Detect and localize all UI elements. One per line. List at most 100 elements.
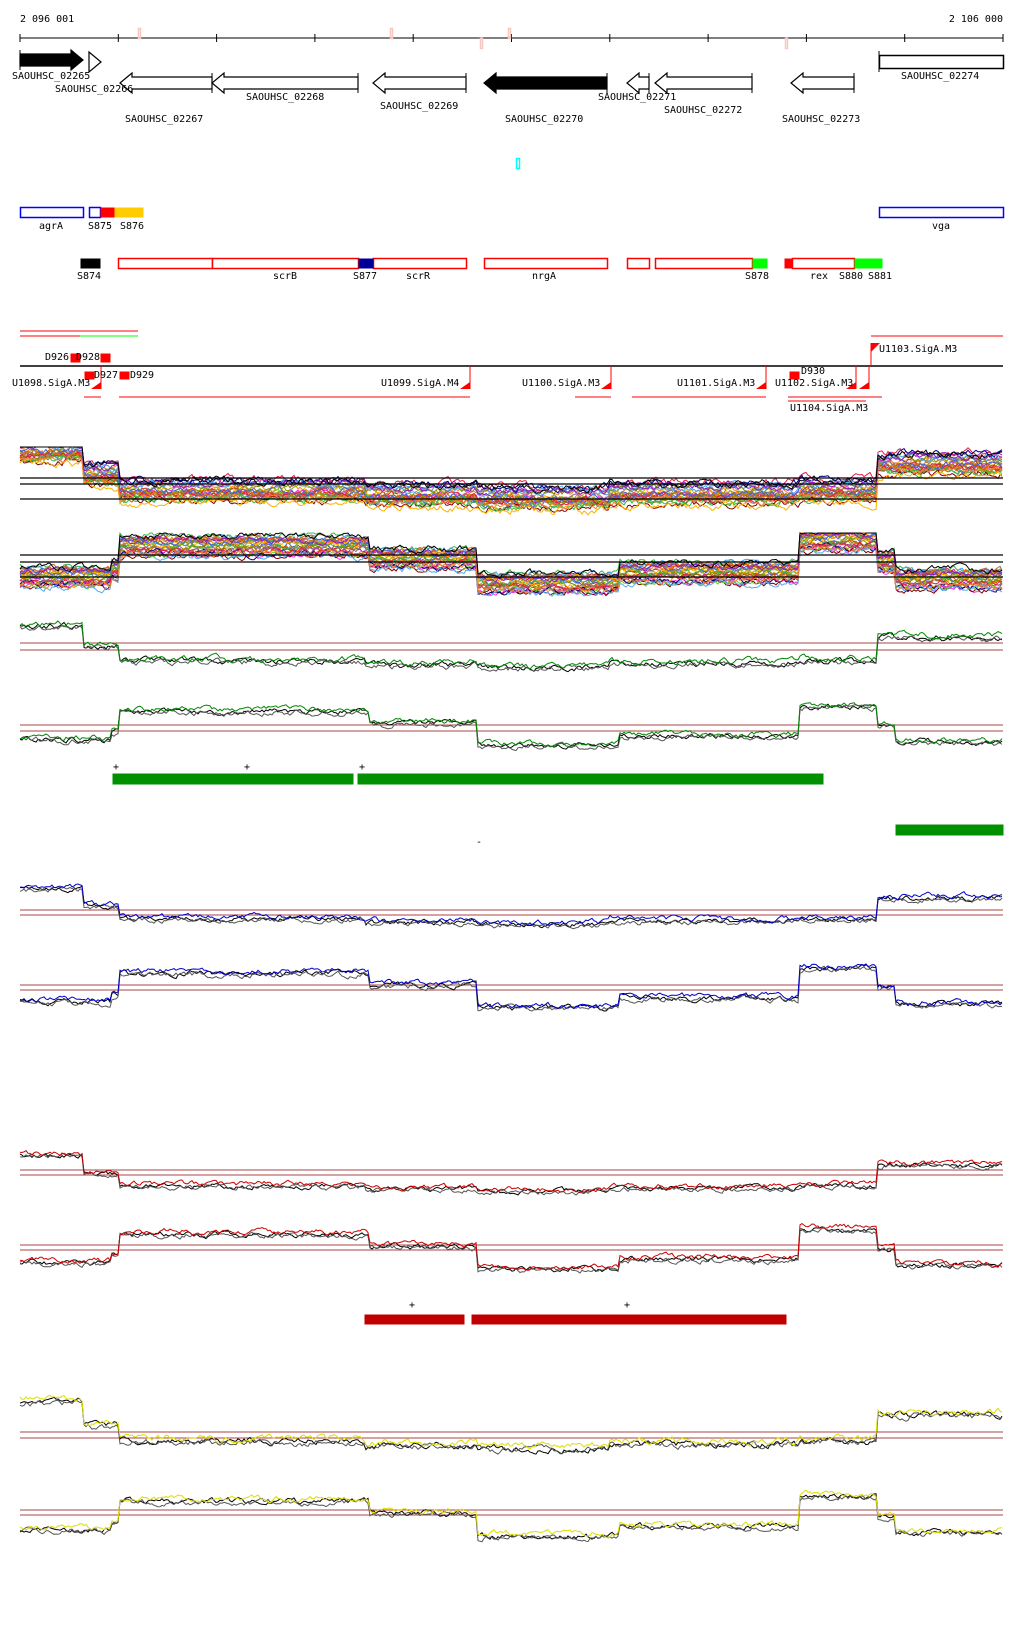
blue-track-top-color-line: [19, 883, 1003, 926]
segment-D928[interactable]: [100, 353, 111, 363]
yellow-track-top-gray-line: [19, 1399, 1003, 1455]
green-track-bottom-color-line: [19, 702, 1003, 748]
segment-D929[interactable]: [119, 371, 130, 380]
gene-saouhsc-02270[interactable]: [483, 71, 608, 95]
feature-S878[interactable]: [752, 258, 768, 269]
feature-label: S876: [120, 221, 145, 232]
promoter-arrow[interactable]: [846, 382, 856, 389]
feature-red-box[interactable]: [211, 257, 360, 270]
gene-saouhsc-02268[interactable]: [211, 71, 359, 95]
plus-strand-mark: +: [624, 1300, 631, 1311]
ruler-start-label: 2 096 001: [20, 14, 75, 25]
feature-label: S880: [839, 271, 864, 282]
yellow-track-bottom-black-line: [19, 1493, 1003, 1540]
feature-vga[interactable]: [878, 206, 1005, 219]
segment-D926[interactable]: [70, 353, 81, 363]
feature-S875[interactable]: [100, 207, 115, 218]
feature-red-box[interactable]: [654, 257, 754, 270]
red-track-bottom-black-line: [19, 1226, 1003, 1273]
gene-label: SAOUHSC_02271: [598, 92, 677, 103]
segment-D930[interactable]: [789, 371, 800, 380]
feature-red-box[interactable]: [483, 257, 609, 270]
gene-saouhsc-02269[interactable]: [372, 71, 467, 95]
promoter-label: U1101.SigA.M3: [677, 378, 756, 389]
ruler-marker: [784, 37, 789, 50]
gene-label: SAOUHSC_02274: [901, 71, 980, 82]
segment-label: D926: [45, 352, 70, 363]
feature-red-box[interactable]: [372, 257, 468, 270]
gene-saouhsc-02266[interactable]: [88, 50, 102, 74]
cyan-marker: [515, 157, 521, 170]
gene-saouhsc-02273[interactable]: [790, 71, 855, 95]
minus-strand-mark: -: [476, 837, 483, 848]
gene-saouhsc-02272[interactable]: [654, 71, 753, 95]
promoter-arrow[interactable]: [91, 382, 101, 389]
feature-red-box[interactable]: [791, 257, 856, 270]
multi-track-bottom-series-line: [19, 544, 1003, 595]
blue-track-top-black-line: [19, 885, 1003, 929]
feature-red-box[interactable]: [117, 257, 214, 270]
gene-saouhsc-02271[interactable]: [626, 71, 650, 95]
promoter-arrow[interactable]: [756, 382, 766, 389]
multi-track-bottom-series-line: [19, 532, 1003, 580]
red-region-plus[interactable]: [471, 1314, 787, 1325]
yellow-track-bottom-color-line: [19, 1489, 1003, 1539]
feature-agrA[interactable]: [19, 206, 85, 219]
feature-S880-S881[interactable]: [854, 258, 883, 269]
plus-strand-mark: +: [244, 762, 251, 773]
green-track-bottom-black-line: [19, 703, 1003, 750]
segment-label: D930: [801, 366, 826, 377]
feature-red-box[interactable]: [626, 257, 651, 270]
yellow-track-top-color-line: [19, 1394, 1003, 1450]
yellow-track-bottom-gray-line: [19, 1494, 1003, 1543]
gene-label: SAOUHSC_02270: [505, 114, 584, 125]
green-region-minus[interactable]: [895, 824, 1004, 836]
feature-label: nrgA: [532, 271, 557, 282]
gene-label: SAOUHSC_02267: [125, 114, 204, 125]
red-track-top-color-line: [19, 1150, 1003, 1194]
segment-label: D929: [130, 370, 155, 381]
promoter-arrow[interactable]: [859, 382, 869, 389]
segment-label: D927: [94, 370, 119, 381]
green-region-plus[interactable]: [357, 773, 824, 785]
gene-label: SAOUHSC_02268: [246, 92, 325, 103]
feature-box: [88, 206, 102, 219]
gene-label: SAOUHSC_02266: [55, 84, 134, 95]
multi-track-bottom-series-line: [19, 532, 1003, 584]
green-track-top-color-line: [19, 620, 1003, 670]
red-track-bottom-color-line: [19, 1222, 1003, 1271]
feature-red-block: [784, 258, 793, 269]
blue-track-bottom-black-line: [19, 964, 1003, 1012]
gene-label: SAOUHSC_02265: [12, 71, 91, 82]
green-region-plus[interactable]: [112, 773, 354, 785]
blue-track-top-gray-line: [19, 885, 1003, 930]
multi-track-bottom-series-line: [19, 533, 1003, 586]
feature-label: scrR: [406, 271, 431, 282]
promoter-label: U1102.SigA.M3: [775, 378, 854, 389]
green-track-top-gray-line: [19, 624, 1003, 672]
ruler-end-label: 2 106 000: [948, 14, 1003, 25]
gene-saouhsc-02267[interactable]: [119, 71, 213, 95]
multi-track-top-series-line: [19, 458, 1003, 516]
red-track-top-gray-line: [19, 1152, 1003, 1196]
red-region-plus[interactable]: [364, 1314, 465, 1325]
feature-label: vga: [932, 221, 951, 232]
promoter-arrow-U1103: [871, 343, 880, 352]
plus-strand-mark: +: [359, 762, 366, 773]
feature-S877[interactable]: [358, 258, 374, 269]
feature-label: S875: [88, 221, 113, 232]
promoter-arrow[interactable]: [460, 382, 470, 389]
promoter-arrow[interactable]: [601, 382, 611, 389]
feature-label: S877: [353, 271, 378, 282]
segment-label: D928: [76, 352, 101, 363]
feature-S874[interactable]: [80, 258, 101, 269]
feature-label: agrA: [39, 221, 64, 232]
feature-S876[interactable]: [114, 207, 144, 218]
feature-label: S881: [868, 271, 893, 282]
feature-label: S878: [745, 271, 770, 282]
promoter-label: U1100.SigA.M3: [522, 378, 601, 389]
gene-saouhsc-02265[interactable]: [19, 48, 84, 72]
gene-saouhsc-02274[interactable]: [878, 54, 1005, 70]
segment-D927[interactable]: [84, 371, 95, 380]
